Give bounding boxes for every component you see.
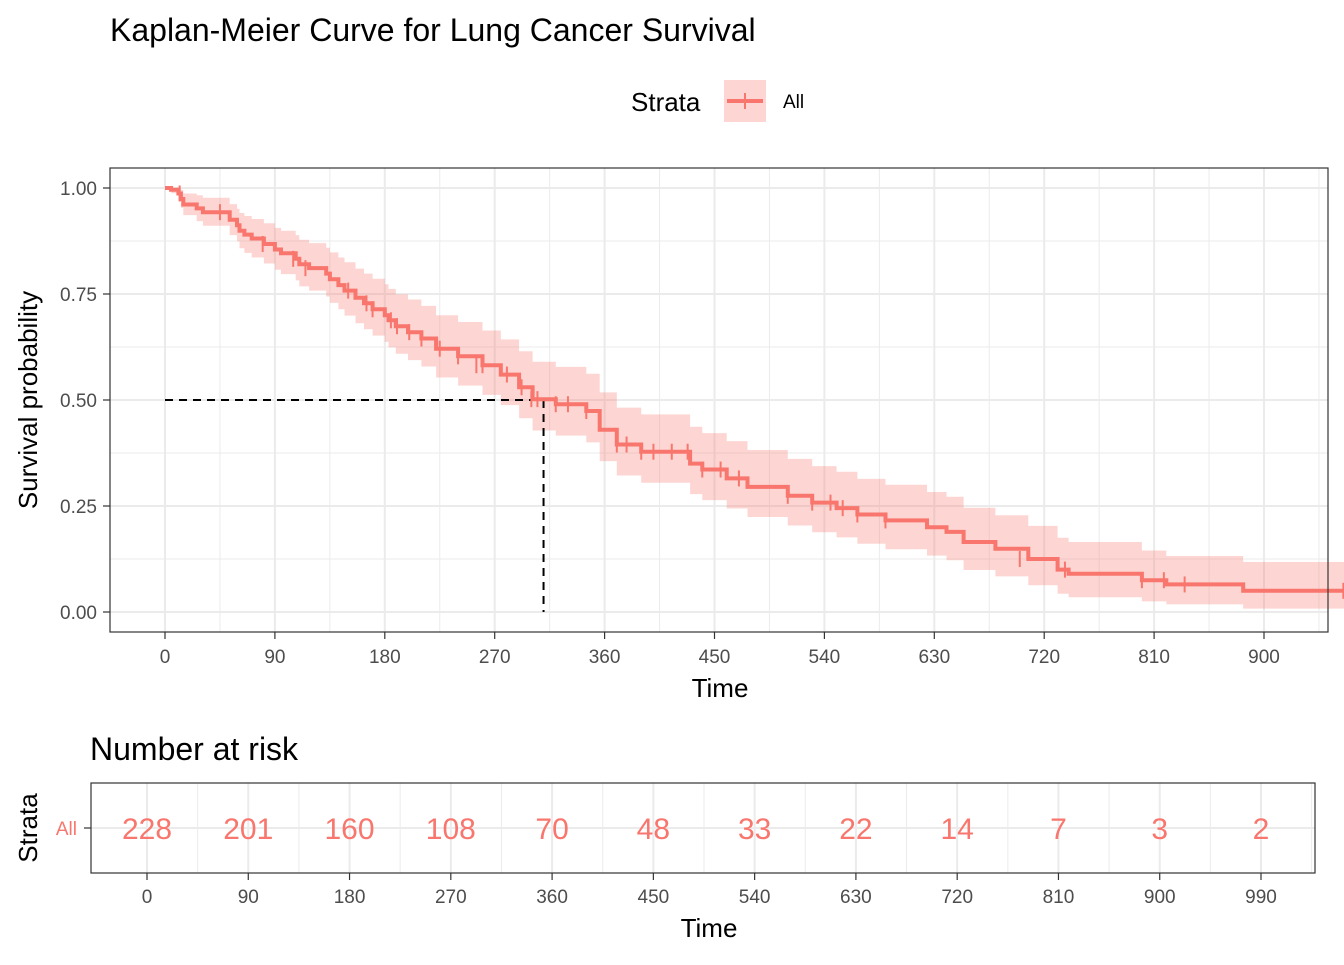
plot-gridlines (110, 168, 1328, 632)
risk-count: 3 (1151, 813, 1168, 846)
confidence-band-area (165, 188, 1344, 609)
x-tick-label: 90 (264, 647, 285, 668)
x-tick-label: 720 (1028, 647, 1060, 668)
x-axis-title: Time (692, 673, 749, 703)
risk-count: 228 (122, 813, 172, 846)
risk-count: 108 (426, 813, 476, 846)
y-axis-title: Survival probability (13, 291, 43, 509)
x-tick-label: 450 (699, 647, 731, 668)
risk-x-tick-label: 360 (536, 887, 568, 908)
risk-x-tick-label: 180 (334, 887, 366, 908)
x-tick-label: 360 (589, 647, 621, 668)
risk-table-strata-label: All (56, 819, 77, 840)
x-tick-label: 540 (809, 647, 841, 668)
risk-count: 7 (1050, 813, 1067, 846)
risk-x-tick-label: 900 (1144, 887, 1176, 908)
risk-table-x-axis: 0 90 180 270 360 450 540 630 720 810 900 990 (142, 873, 1277, 908)
legend: Strata All (631, 80, 804, 122)
risk-table: Number at risk 228 201 160 108 70 48 33 22 14 7 3 2… (13, 731, 1316, 943)
y-axis: 0.00 0.25 0.50 0.75 1.00 (60, 179, 110, 624)
risk-count: 160 (325, 813, 375, 846)
risk-table-title: Number at risk (90, 731, 299, 767)
risk-x-tick-label: 270 (435, 887, 467, 908)
y-tick-label: 0.00 (60, 603, 97, 624)
y-tick-label: 0.50 (60, 391, 97, 412)
legend-label-all: All (783, 92, 804, 113)
x-tick-label: 630 (918, 647, 950, 668)
risk-table-x-axis-title: Time (681, 913, 738, 943)
x-tick-label: 270 (479, 647, 511, 668)
risk-x-tick-label: 630 (840, 887, 872, 908)
y-tick-label: 0.25 (60, 497, 97, 518)
legend-title: Strata (631, 87, 701, 117)
confidence-band (165, 188, 1344, 609)
risk-count: 14 (940, 813, 973, 846)
risk-count: 48 (637, 813, 670, 846)
risk-count: 33 (738, 813, 771, 846)
risk-count: 70 (535, 813, 568, 846)
risk-x-tick-label: 90 (238, 887, 259, 908)
risk-table-y-axis-title: Strata (13, 793, 43, 863)
risk-count: 22 (839, 813, 872, 846)
y-tick-label: 0.75 (60, 285, 97, 306)
x-tick-label: 180 (369, 647, 401, 668)
risk-x-tick-label: 990 (1245, 887, 1277, 908)
survival-curve-line (165, 186, 1344, 593)
chart-title: Kaplan-Meier Curve for Lung Cancer Survi… (110, 12, 756, 48)
risk-table-gridlines (91, 783, 1315, 873)
survival-plot-panel: 0.00 0.25 0.50 0.75 1.00 0 90 180 270 360 450 540 6… (13, 167, 1344, 703)
risk-x-tick-label: 540 (739, 887, 771, 908)
risk-table-counts: 228 201 160 108 70 48 33 22 14 7 3 2 (122, 813, 1269, 846)
censor-marks (178, 185, 1344, 599)
risk-x-tick-label: 450 (638, 887, 670, 908)
survival-curve (165, 186, 1344, 593)
risk-count: 2 (1253, 813, 1270, 846)
x-tick-label: 810 (1138, 647, 1170, 668)
risk-count: 201 (223, 813, 273, 846)
x-tick-label: 0 (160, 647, 171, 668)
risk-x-tick-label: 720 (941, 887, 973, 908)
risk-x-tick-label: 0 (142, 887, 153, 908)
risk-x-tick-label: 810 (1043, 887, 1075, 908)
median-survival-lines (165, 399, 545, 612)
y-tick-label: 1.00 (60, 179, 97, 200)
x-tick-label: 900 (1248, 647, 1280, 668)
